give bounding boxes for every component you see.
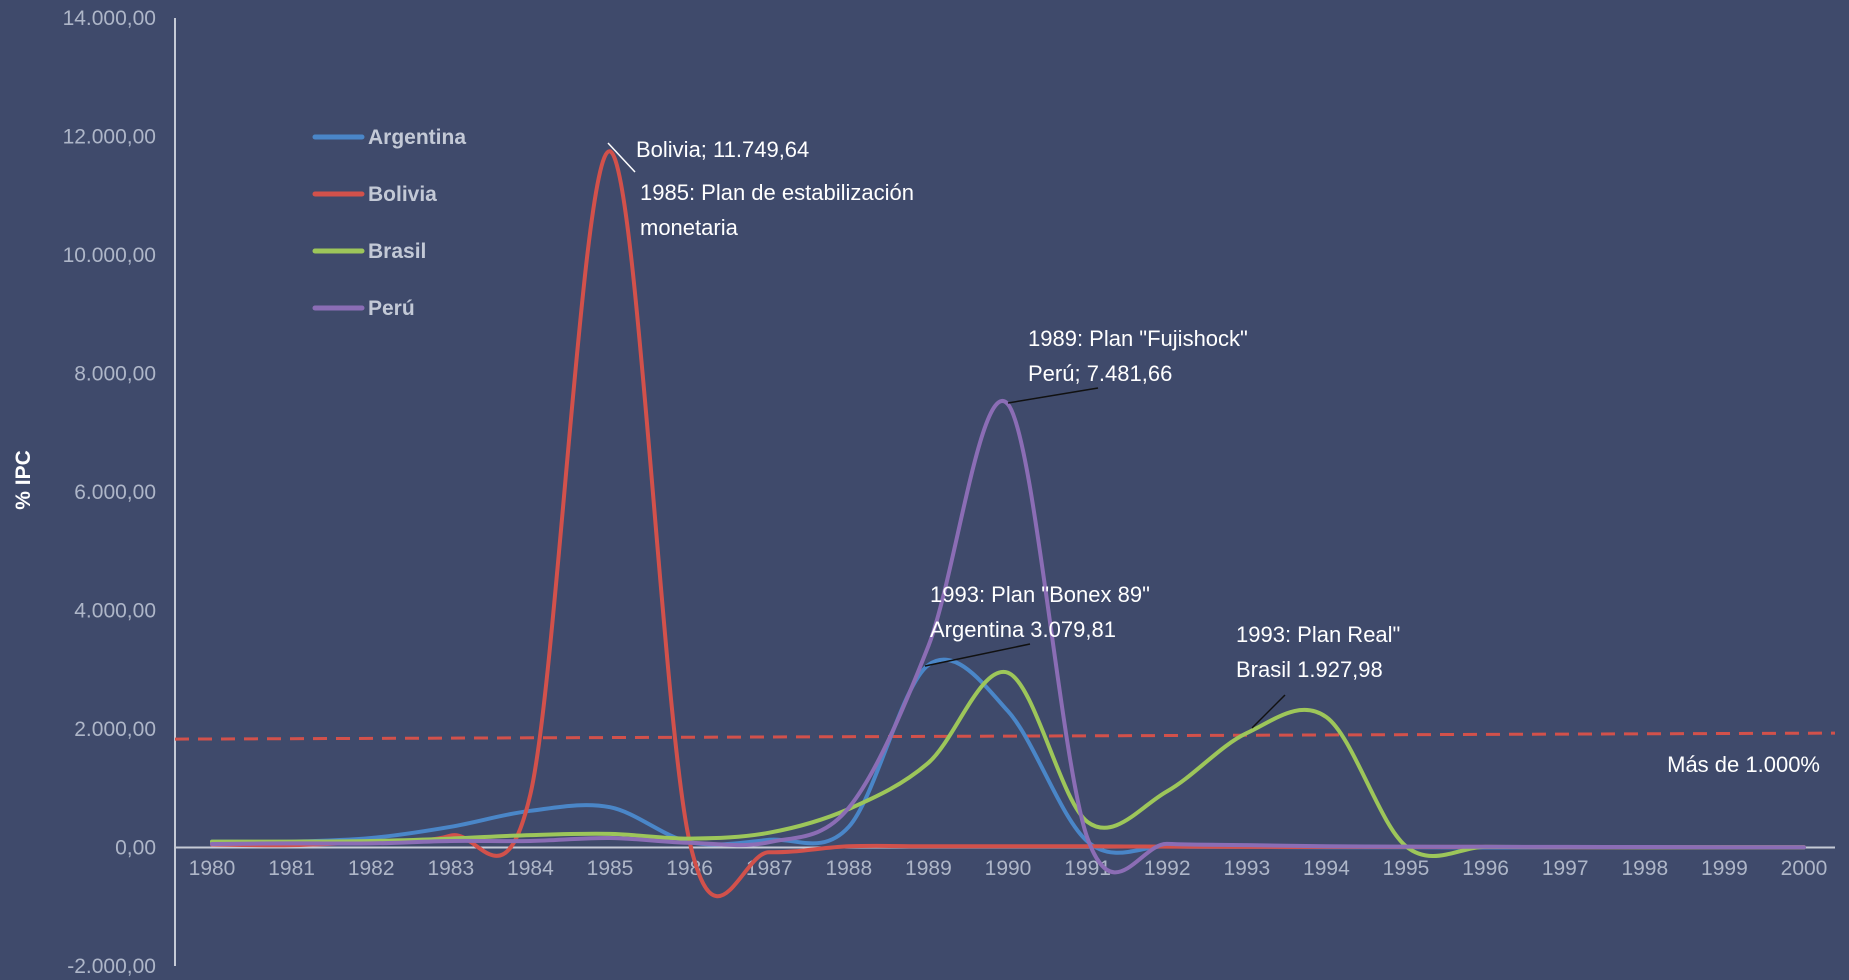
x-tick-label: 1995 (1383, 857, 1430, 880)
x-tick-label: 1981 (268, 857, 315, 880)
x-tick-label: 1993 (1223, 857, 1270, 880)
annotation-label: Bolivia; 11.749,64 (636, 137, 809, 162)
reference-line (174, 731, 1836, 741)
y-axis-label: % IPC (12, 450, 35, 510)
x-tick-label: 1980 (189, 857, 236, 880)
x-tick-label: 1989 (905, 857, 952, 880)
annotations: Bolivia; 11.749,64 1985: Plan de estabili… (607, 137, 1400, 729)
annotation-label: Perú; 7.481,66 (1028, 361, 1172, 386)
x-tick-label: 1998 (1621, 857, 1668, 880)
annotation-label: 1989: Plan "Fujishock" (1028, 326, 1248, 351)
annotation-leader (924, 643, 1031, 667)
x-tick-label: 1983 (427, 857, 474, 880)
legend-label: Argentina (368, 126, 466, 149)
y-tick-labels: -2.000,00 0,00 2.000,00 4.000,00 6.000,00 8.0… (63, 7, 156, 978)
y-tick-label: 14.000,00 (63, 7, 156, 30)
reference-line-label: Más de 1.000% (1667, 752, 1820, 777)
x-tick-label: 1990 (985, 857, 1032, 880)
y-tick-label: 10.000,00 (63, 244, 156, 267)
x-tick-label: 1996 (1462, 857, 1509, 880)
legend-label: Perú (368, 297, 415, 320)
x-tick-label: 1994 (1303, 857, 1350, 880)
legend-label: Bolivia (368, 183, 437, 206)
legend: Argentina Bolivia Brasil Perú (312, 126, 466, 320)
y-tick-label: 4.000,00 (74, 600, 156, 623)
annotation-label: Argentina 3.079,81 (930, 617, 1116, 642)
y-tick-label: 0,00 (115, 837, 156, 860)
x-tick-label: 2000 (1781, 857, 1828, 880)
annotation-leader (1251, 694, 1286, 729)
y-tick-label: 12.000,00 (63, 126, 156, 149)
series-line-bolivia (210, 149, 1806, 899)
x-tick-label: 1988 (825, 857, 872, 880)
series-line-argentina (210, 657, 1806, 855)
annotation-label: Brasil 1.927,98 (1236, 657, 1383, 682)
x-tick-label: 1982 (348, 857, 395, 880)
series-line-per (210, 399, 1806, 875)
x-tick-label: 1986 (666, 857, 713, 880)
series-lines (210, 149, 1806, 899)
x-tick-label: 1985 (587, 857, 634, 880)
x-tick-label: 1997 (1542, 857, 1589, 880)
y-tick-label: 2.000,00 (74, 718, 156, 741)
reference-line-group: Más de 1.000% (174, 731, 1836, 777)
x-tick-label: 1999 (1701, 857, 1748, 880)
annotation-leader (1007, 387, 1099, 404)
annotation-label: 1993: Plan "Bonex 89" (930, 582, 1150, 607)
annotation-label: 1993: Plan Real" (1236, 622, 1400, 647)
x-tick-label: 1984 (507, 857, 554, 880)
legend-label: Brasil (368, 240, 426, 263)
annotation-leader (607, 142, 636, 173)
y-tick-label: -2.000,00 (67, 955, 156, 978)
x-tick-label: 1987 (746, 857, 793, 880)
y-tick-label: 6.000,00 (74, 481, 156, 504)
chart-axes (174, 18, 1835, 966)
annotation-label: 1985: Plan de estabilización (640, 180, 914, 205)
x-tick-labels: 1980 1981 1982 1983 1984 1985 1986 1987 1988 1989… (189, 857, 1828, 880)
y-tick-label: 8.000,00 (74, 363, 156, 386)
x-tick-label: 1992 (1144, 857, 1191, 880)
annotation-label: monetaria (640, 215, 739, 240)
